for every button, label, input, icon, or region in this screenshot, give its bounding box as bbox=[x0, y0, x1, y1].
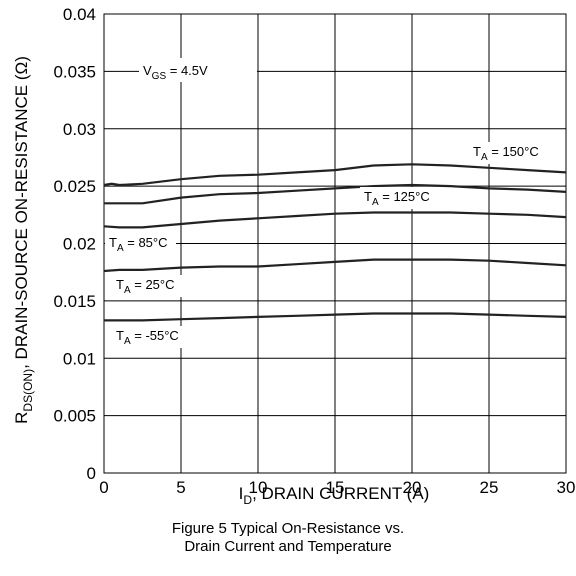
y-tick-label: 0.04 bbox=[63, 5, 96, 24]
series-label-bg bbox=[112, 275, 183, 297]
x-tick-label: 10 bbox=[249, 478, 268, 497]
series-label-bg bbox=[105, 233, 176, 255]
y-tick-label: 0 bbox=[87, 464, 96, 483]
series-label: TA = 125°C bbox=[364, 189, 430, 208]
x-axis-label: ID, DRAIN CURRENT (A) bbox=[239, 484, 430, 507]
x-tick-label: 25 bbox=[480, 478, 499, 497]
y-tick-label: 0.015 bbox=[53, 292, 96, 311]
y-tick-label: 0.035 bbox=[53, 62, 96, 81]
series-line bbox=[104, 312, 567, 322]
y-tick-labels: 0 0.005 0.01 0.015 0.02 0.025 0.03 0.035 0.04 bbox=[53, 5, 96, 483]
vgs-annotation: VGS = 4.5V bbox=[143, 63, 208, 82]
x-tick-labels: 0 5 10 15 20 25 30 bbox=[99, 478, 575, 497]
x-tick-label: 5 bbox=[176, 478, 185, 497]
x-tick-label: 20 bbox=[403, 478, 422, 497]
series-lines bbox=[103, 163, 567, 322]
figure-caption: Figure 5 Typical On-Resistance vs. Drain… bbox=[0, 520, 576, 556]
caption-line-1: Figure 5 Typical On-Resistance vs. bbox=[171, 520, 405, 537]
series-line bbox=[103, 163, 567, 187]
series-label-bg bbox=[360, 187, 438, 209]
y-tick-label: 0.005 bbox=[53, 407, 96, 426]
vgs-annotation-bg bbox=[139, 58, 257, 82]
x-tick-label: 30 bbox=[557, 478, 576, 497]
series-label-bg bbox=[112, 326, 190, 348]
y-tick-label: 0.02 bbox=[63, 235, 96, 254]
series-line bbox=[103, 258, 567, 273]
series-labels: TA = 150°C TA = 125°C TA = 85°C TA = 25°C TA… bbox=[105, 142, 547, 348]
y-tick-label: 0.03 bbox=[63, 120, 96, 139]
series-label: TA = 25°C bbox=[116, 277, 175, 296]
series-label: TA = 85°C bbox=[109, 235, 168, 254]
x-tick-label: 15 bbox=[326, 478, 345, 497]
series-label: TA = 150°C bbox=[473, 144, 539, 163]
series-line bbox=[104, 183, 567, 205]
y-tick-label: 0.01 bbox=[63, 349, 96, 368]
series-label: TA = -55°C bbox=[116, 328, 179, 347]
y-axis-label: RDS(ON), DRAIN-SOURCE ON-RESISTANCE (Ω) bbox=[12, 56, 35, 424]
x-tick-label: 0 bbox=[99, 478, 108, 497]
series-label-bg bbox=[469, 142, 547, 164]
grid-lines bbox=[103, 13, 567, 474]
caption-line-2: Drain Current and Temperature bbox=[184, 538, 392, 555]
chart-canvas: 0 5 10 15 20 25 30 0 0.005 0.01 0.015 0.02 0.025 0.0… bbox=[12, 5, 575, 507]
series-line bbox=[103, 211, 567, 229]
y-tick-label: 0.025 bbox=[53, 177, 96, 196]
